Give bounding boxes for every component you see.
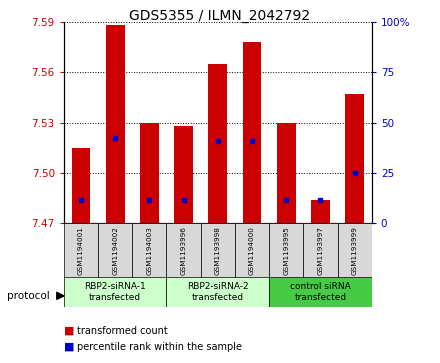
Bar [277, 123, 296, 223]
Bar [71, 148, 90, 223]
Bar [140, 123, 159, 223]
Text: ■: ■ [64, 342, 74, 352]
Text: GSM1194003: GSM1194003 [147, 226, 152, 275]
Bar [64, 277, 166, 307]
Text: GSM1194002: GSM1194002 [112, 226, 118, 275]
Text: control siRNA
transfected: control siRNA transfected [290, 282, 351, 302]
Bar [242, 42, 261, 223]
Bar [269, 277, 372, 307]
Bar [311, 200, 330, 223]
Text: GSM1193996: GSM1193996 [180, 226, 187, 275]
Text: ■: ■ [64, 326, 74, 336]
Bar [166, 223, 201, 278]
Bar [132, 223, 166, 278]
Text: GSM1193995: GSM1193995 [283, 226, 289, 275]
Text: GSM1193997: GSM1193997 [318, 226, 323, 275]
Text: percentile rank within the sample: percentile rank within the sample [77, 342, 242, 352]
Bar [98, 223, 132, 278]
Bar [269, 223, 303, 278]
Bar [64, 223, 98, 278]
Text: GSM1193999: GSM1193999 [352, 226, 358, 275]
Bar [235, 223, 269, 278]
Bar [303, 223, 337, 278]
Bar [345, 94, 364, 223]
Bar [106, 25, 125, 223]
Text: GSM1193998: GSM1193998 [215, 226, 221, 275]
Text: protocol: protocol [7, 291, 49, 301]
Bar [201, 223, 235, 278]
Text: GSM1194000: GSM1194000 [249, 226, 255, 275]
Bar [337, 223, 372, 278]
Bar [166, 277, 269, 307]
Text: RBP2-siRNA-2
transfected: RBP2-siRNA-2 transfected [187, 282, 249, 302]
Text: GSM1194001: GSM1194001 [78, 226, 84, 275]
Text: transformed count: transformed count [77, 326, 168, 336]
Text: RBP2-siRNA-1
transfected: RBP2-siRNA-1 transfected [84, 282, 146, 302]
Bar [209, 64, 227, 223]
Text: GDS5355 / ILMN_2042792: GDS5355 / ILMN_2042792 [129, 9, 311, 23]
Bar [174, 126, 193, 223]
